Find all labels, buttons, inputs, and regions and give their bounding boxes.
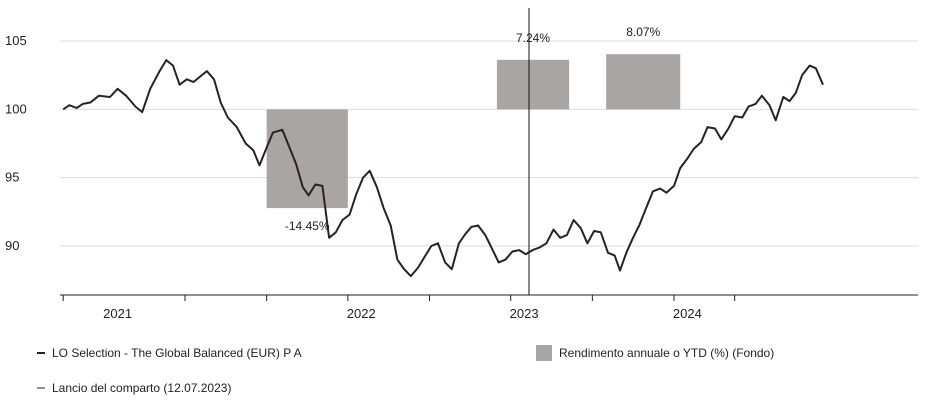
annual-return-bar xyxy=(266,109,348,209)
x-tick-label: 2023 xyxy=(510,306,539,321)
annual-return-bar xyxy=(606,54,681,110)
x-tick-label: 2024 xyxy=(673,306,702,321)
legend-label: Lancio del comparto (12.07.2023) xyxy=(52,381,231,395)
bar-data-label: 7.24% xyxy=(516,31,550,45)
annual-return-bar xyxy=(496,59,570,110)
x-tick-label: 2022 xyxy=(347,306,376,321)
legend-label: LO Selection - The Global Balanced (EUR)… xyxy=(52,346,302,360)
x-tick-label: 2021 xyxy=(103,306,132,321)
series-line xyxy=(62,59,824,278)
bar-data-label: 8.07% xyxy=(626,25,660,39)
legend-label: Rendimento annuale o YTD (%) (Fondo) xyxy=(559,346,774,360)
y-tick-label: 95 xyxy=(5,170,19,185)
legend-box-swatch xyxy=(536,345,552,361)
y-tick-label: 90 xyxy=(5,238,19,253)
y-tick-label: 105 xyxy=(5,33,27,48)
bar-data-label: -14.45% xyxy=(285,219,330,233)
y-tick-label: 100 xyxy=(5,101,27,116)
